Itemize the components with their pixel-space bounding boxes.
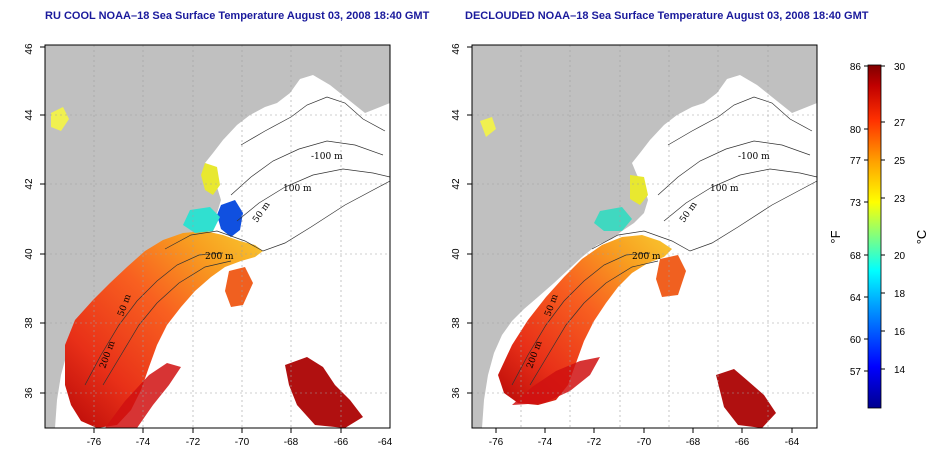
- celsius-tick-label: 25: [894, 156, 906, 167]
- sst-small-yellow: [480, 117, 496, 137]
- land-mass: [472, 45, 817, 428]
- x-tick-label: -72: [587, 437, 602, 448]
- sst-small-yellow: [51, 107, 69, 131]
- sst-shelf-water: [498, 235, 672, 405]
- y-axis-ticks: [40, 46, 45, 394]
- sst-shelf-water: [65, 231, 263, 428]
- celsius-unit-label: °C: [914, 230, 929, 245]
- x-tick-label: -66: [735, 437, 750, 448]
- x-tick-label: -72: [186, 437, 201, 448]
- celsius-tick-label: 30: [894, 62, 906, 73]
- sst-cool-eddy: [217, 200, 243, 237]
- y-tick-label: 36: [451, 387, 462, 399]
- x-axis-ticks: [495, 428, 793, 433]
- y-tick-label: 38: [24, 317, 35, 329]
- y-tick-label: 40: [24, 248, 35, 260]
- contour-label: -100 m: [738, 152, 770, 162]
- right-sst-map: -100 m 100 m 50 m 200 m 50 m 200 m -76 -…: [451, 43, 818, 448]
- contour-label: 100 m: [710, 184, 739, 194]
- x-tick-label: -68: [284, 437, 299, 448]
- fahrenheit-tick-label: 64: [850, 293, 862, 304]
- x-tick-label: -76: [489, 437, 504, 448]
- sst-offshore-patch: [225, 267, 253, 307]
- y-tick-label: 46: [24, 43, 35, 55]
- right-map-title: DECLOUDED NOAA–18 Sea Surface Temperatur…: [465, 10, 869, 22]
- fahrenheit-tick-label: 60: [850, 335, 862, 346]
- sst-warm-patches: [285, 357, 363, 428]
- sst-yellow-coast: [630, 175, 648, 205]
- x-tick-label: -68: [686, 437, 701, 448]
- y-tick-label: 44: [24, 109, 35, 121]
- sst-yellow-coast: [201, 163, 220, 195]
- celsius-tick-label: 16: [894, 327, 906, 338]
- y-tick-label: 42: [451, 178, 462, 190]
- sst-warm-patches: [716, 369, 776, 428]
- grid-lines: [45, 45, 390, 428]
- x-tick-label: -70: [235, 437, 250, 448]
- celsius-tick-label: 18: [894, 289, 906, 300]
- x-tick-label: -74: [136, 437, 151, 448]
- y-tick-label: 38: [451, 317, 462, 329]
- fahrenheit-tick-label: 68: [850, 251, 862, 262]
- y-axis-ticks: [467, 46, 472, 394]
- y-tick-label: 40: [451, 248, 462, 260]
- fahrenheit-tick-label: 86: [850, 62, 862, 73]
- contour-label: -100 m: [311, 152, 343, 162]
- x-tick-label: -64: [378, 437, 393, 448]
- x-tick-label: -74: [538, 437, 553, 448]
- contour-label: 100 m: [283, 184, 312, 194]
- fahrenheit-unit-label: °F: [828, 230, 843, 243]
- celsius-tick-label: 20: [894, 251, 906, 262]
- left-sst-map: -100 m 100 m 50 m 200 m 50 m 200 m -76 -…: [24, 43, 393, 448]
- temperature-colorbar: 86 80 77 73 68 64 60 57 30 27 25 23 20 1…: [828, 62, 929, 409]
- x-tick-label: -76: [87, 437, 102, 448]
- sst-cyan-patch: [183, 207, 220, 233]
- x-axis-ticks: [93, 428, 342, 433]
- x-tick-label: -70: [637, 437, 652, 448]
- fahrenheit-tick-label: 80: [850, 125, 862, 136]
- y-tick-label: 46: [451, 43, 462, 55]
- celsius-tick-label: 27: [894, 118, 906, 129]
- sst-cyan-patch: [594, 207, 632, 231]
- map-frame: [44, 44, 391, 429]
- x-tick-label: -64: [785, 437, 800, 448]
- y-tick-label: 44: [451, 109, 462, 121]
- colorbar-ticks: [864, 65, 885, 372]
- fahrenheit-tick-label: 77: [850, 156, 862, 167]
- grid-lines: [472, 45, 817, 428]
- left-map-title: RU COOL NOAA–18 Sea Surface Temperature …: [45, 10, 430, 22]
- y-tick-label: 36: [24, 387, 35, 399]
- y-tick-label: 42: [24, 178, 35, 190]
- fahrenheit-tick-label: 73: [850, 198, 862, 209]
- bathymetry-contours: [511, 96, 818, 386]
- contour-label: 200 m: [205, 252, 234, 262]
- bathymetry-contours: [84, 96, 391, 386]
- x-tick-label: -66: [334, 437, 349, 448]
- gulf-of-maine: [217, 95, 390, 237]
- colorbar-gradient: [867, 64, 882, 409]
- gulf-of-maine: [644, 95, 817, 237]
- celsius-tick-label: 23: [894, 194, 906, 205]
- land-mass: [45, 45, 390, 428]
- contour-label: 200 m: [632, 252, 661, 262]
- fahrenheit-tick-label: 57: [850, 367, 862, 378]
- celsius-tick-label: 14: [894, 365, 906, 376]
- sst-offshore-patch: [656, 255, 686, 297]
